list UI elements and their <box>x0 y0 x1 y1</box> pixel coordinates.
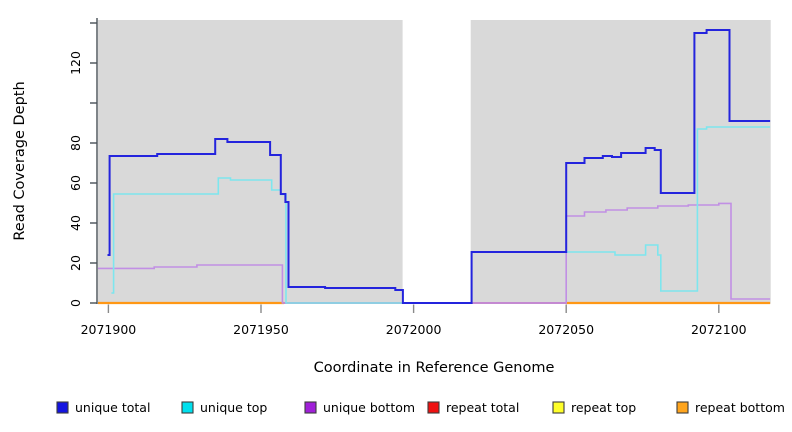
x-tick-label: 2072100 <box>691 322 747 337</box>
legend-label-unique-bottom: unique bottom <box>323 400 415 415</box>
legend-swatch-repeat-total <box>427 401 440 414</box>
series-group <box>98 29 771 305</box>
y-tick-label: 80 <box>68 135 83 151</box>
y-tick-label: 40 <box>68 215 83 231</box>
legend-swatch-unique-top <box>181 401 194 414</box>
legend-label-repeat-total: repeat total <box>446 400 519 415</box>
legend-swatch-unique-bottom <box>304 401 317 414</box>
legend-label-repeat-bottom: repeat bottom <box>695 400 785 415</box>
y-tick-label: 20 <box>68 255 83 271</box>
x-tick-label: 2071950 <box>233 322 289 337</box>
y-axis-title: Read Coverage Depth <box>12 81 28 240</box>
legend-label-unique-total: unique total <box>75 400 150 415</box>
y-tick-label: 60 <box>68 175 83 191</box>
y-tick-label: 0 <box>68 299 83 307</box>
plot-background-band <box>98 20 403 304</box>
y-tick-label: 120 <box>68 51 83 75</box>
axes-group: 0 20 40 60 80 120 2071900 2071950 2072000 2072050… <box>68 18 747 337</box>
plot-background <box>98 20 771 304</box>
legend-label-unique-top: unique top <box>200 400 267 415</box>
series-unique-total <box>107 29 771 304</box>
x-tick-label: 2072050 <box>538 322 594 337</box>
legend-swatch-unique-total <box>56 401 69 414</box>
legend-label-repeat-top: repeat top <box>571 400 636 415</box>
x-tick-label: 2071900 <box>81 322 137 337</box>
legend-swatch-repeat-bottom <box>676 401 689 414</box>
x-tick-label: 2072000 <box>386 322 442 337</box>
series-unique-bottom <box>98 202 771 304</box>
x-axis-title: Coordinate in Reference Genome <box>314 360 555 376</box>
legend-swatch-repeat-top <box>552 401 565 414</box>
plot-background-band <box>470 20 771 304</box>
legend: unique total unique top unique bottom repea… <box>56 400 785 415</box>
